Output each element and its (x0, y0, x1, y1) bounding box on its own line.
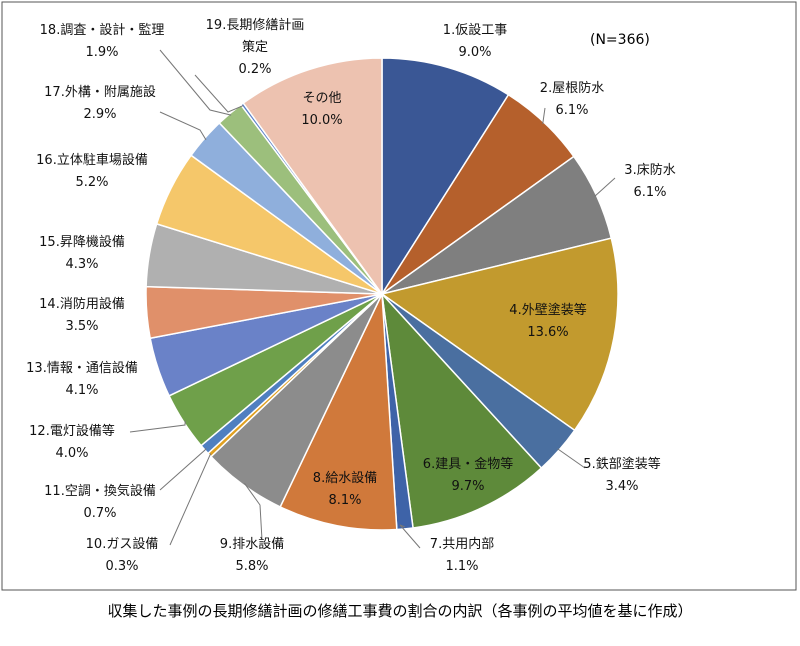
slice-label: 19.長期修繕計画 策定 0.2% (206, 15, 305, 81)
slice-label: 13.情報・通信設備 4.1% (26, 358, 138, 402)
category-label: 9.排水設備 (219, 537, 285, 552)
value-label: 0.2% (238, 62, 272, 77)
pie-slice (279, 291, 398, 531)
category-label: 2.屋根防水 (539, 81, 605, 96)
pie-slice (380, 237, 619, 432)
value-label: 10.0% (301, 113, 343, 128)
leader-line (159, 447, 207, 491)
frame (1, 1, 797, 591)
category-label: 16.立体駐車場設備 (36, 153, 148, 168)
leader-line (159, 49, 232, 116)
value-label: 3.4% (605, 479, 639, 494)
category-label: 6.建具・金物等 (422, 457, 514, 472)
slice-label: 8.給水設備 8.1% (313, 468, 377, 512)
slice-label: 6.建具・金物等 9.7% (423, 454, 513, 498)
value-label: 0.7% (83, 506, 117, 521)
category-label: 12.電灯設備等 (29, 424, 115, 439)
value-label: 3.5% (65, 319, 99, 334)
value-label: 6.1% (555, 103, 589, 118)
slice-label: 5.鉄部塗装等 3.4% (583, 454, 660, 498)
leader-line (159, 111, 207, 141)
category-label: 19.長期修繕計画 策定 (205, 18, 305, 55)
slice-label: 10.ガス設備 0.3% (86, 534, 159, 578)
category-label: 13.情報・通信設備 (26, 361, 138, 376)
pie-slice (381, 57, 510, 297)
annotation: (N=366) (590, 32, 650, 48)
slice-label: 9.排水設備 5.8% (220, 534, 284, 578)
category-label: 17.外構・附属施設 (44, 85, 156, 100)
value-label: 8.1% (328, 493, 362, 508)
slice-label: 15.昇降機設備 4.3% (39, 232, 125, 276)
category-label: 8.給水設備 (312, 471, 378, 486)
value-label: 5.8% (235, 559, 269, 574)
caption: 収集した事例の長期修繕計画の修繕工事費の割合の内訳（各事例の平均値を基に作成） (107, 602, 693, 620)
leader-line (594, 177, 616, 197)
leader-line (129, 420, 186, 433)
leader-line (399, 524, 421, 549)
category-label: その他 (302, 91, 342, 106)
value-label: 1.1% (445, 559, 479, 574)
value-label: 6.1% (633, 185, 667, 200)
value-label: 5.2% (75, 175, 109, 190)
pie-slice (380, 291, 543, 529)
slice-label: 7.共用内部 1.1% (430, 534, 494, 578)
value-label: 9.7% (451, 479, 485, 494)
category-label: 15.昇降機設備 (39, 235, 125, 250)
category-label: 14.消防用設備 (39, 297, 125, 312)
slice-label: 18.調査・設計・監理 1.9% (40, 20, 165, 64)
value-label: 4.0% (55, 446, 89, 461)
category-label: 7.共用内部 (429, 537, 495, 552)
category-label: 3.床防水 (624, 163, 676, 178)
value-label: 9.0% (458, 45, 492, 60)
pie-slice (242, 57, 383, 297)
slice-label: 4.外壁塗装等 13.6% (509, 300, 586, 344)
slice-label: その他 10.0% (301, 88, 342, 132)
value-label: 13.6% (527, 325, 569, 340)
category-label: 5.鉄部塗装等 (583, 457, 661, 472)
leader-line (557, 448, 586, 469)
slice-label: 2.屋根防水 6.1% (540, 78, 604, 122)
slice-label: 1.仮設工事 9.0% (443, 20, 507, 64)
category-label: 10.ガス設備 (85, 537, 159, 552)
leader-line (169, 453, 212, 546)
slice-label: 16.立体駐車場設備 5.2% (36, 150, 148, 194)
slice-label: 17.外構・附属施設 2.9% (44, 82, 156, 126)
value-label: 2.9% (83, 107, 117, 122)
category-label: 18.調査・設計・監理 (39, 23, 165, 38)
slice-label: 12.電灯設備等 4.0% (29, 421, 115, 465)
slice-label: 3.床防水 6.1% (624, 160, 675, 204)
category-label: 11.空調・換気設備 (44, 484, 156, 499)
value-label: 4.1% (65, 383, 99, 398)
value-label: 0.3% (105, 559, 139, 574)
leader-line (542, 107, 546, 124)
value-label: 1.9% (85, 45, 119, 60)
value-label: 4.3% (65, 257, 99, 272)
leader-line (244, 483, 263, 541)
category-label: 4.外壁塗装等 (509, 303, 587, 318)
slice-label: 14.消防用設備 3.5% (39, 294, 125, 338)
leader-line (194, 74, 244, 113)
category-label: 1.仮設工事 (442, 23, 508, 38)
slice-label: 11.空調・換気設備 0.7% (44, 481, 156, 525)
